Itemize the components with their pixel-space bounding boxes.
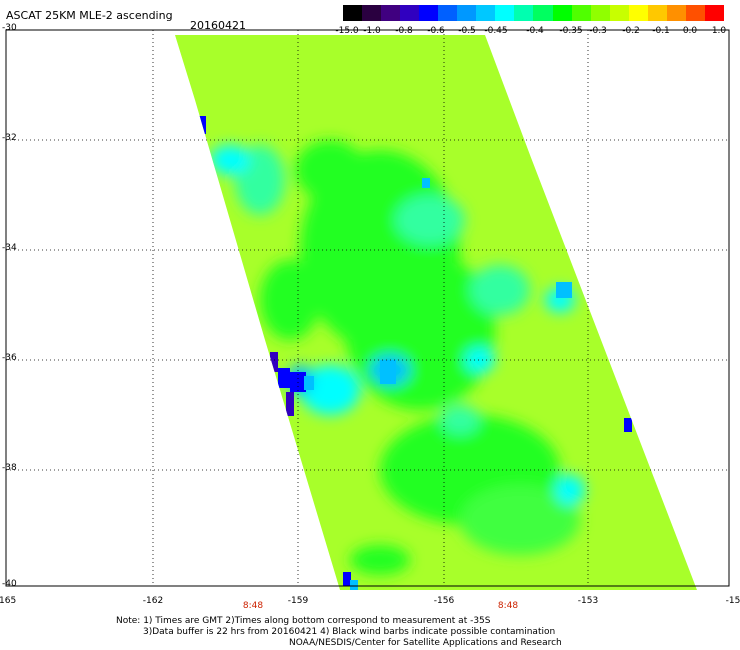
map-frame [5, 29, 730, 587]
map-date: 20160421 [190, 19, 246, 32]
colorbar [343, 5, 724, 21]
colorbar-swatch [552, 5, 572, 21]
wind-blob [295, 140, 365, 200]
longitude-label: -162 [142, 596, 164, 606]
colorbar-swatch [362, 5, 382, 21]
wind-pixel [198, 116, 206, 134]
colorbar-swatch [628, 5, 648, 21]
wind-blob [465, 347, 495, 373]
colorbar-swatch [457, 5, 477, 21]
colorbar-label: 1.0 [711, 26, 727, 36]
colorbar-swatch [400, 5, 420, 21]
colorbar-swatch [343, 5, 363, 21]
note-line-1: Note: 1) Times are GMT 2)Times along bot… [116, 616, 491, 626]
wind-blob [345, 250, 495, 410]
wind-pixel [270, 352, 278, 372]
colorbar-label: -0.1 [652, 26, 670, 36]
wind-pixel [556, 282, 572, 298]
colorbar-swatch [685, 5, 705, 21]
colorbar-swatch [609, 5, 629, 21]
wind-blob [395, 195, 465, 245]
colorbar-label: -0.4 [526, 26, 544, 36]
wind-blob [260, 260, 320, 340]
wind-pixel [380, 360, 396, 384]
colorbar-swatch [419, 5, 439, 21]
colorbar-label: 0.0 [682, 26, 698, 36]
map-title: ASCAT 25KM MLE-2 ascending [6, 9, 173, 22]
lat-lon-grid [6, 30, 729, 586]
wind-swath [175, 35, 697, 590]
latitude-label: -38 [2, 463, 17, 473]
colorbar-label: -0.3 [589, 26, 607, 36]
colorbar-label: -0.35 [559, 26, 583, 36]
latitude-label: -32 [2, 133, 17, 143]
colorbar-label: -0.6 [427, 26, 445, 36]
latitude-label: -30 [2, 23, 17, 33]
colorbar-swatch [495, 5, 515, 21]
colorbar-swatch [666, 5, 686, 21]
longitude-label: -159 [287, 596, 309, 606]
colorbar-swatch [438, 5, 458, 21]
colorbar-swatch [514, 5, 534, 21]
wind-blob [460, 485, 580, 555]
longitude-label: -15 [725, 596, 740, 606]
time-label: 8:48 [242, 601, 264, 611]
longitude-label: -153 [577, 596, 599, 606]
colorbar-swatch [533, 5, 553, 21]
wind-blob [440, 405, 480, 435]
note-line-3: NOAA/NESDIS/Center for Satellite Applica… [289, 638, 562, 648]
wind-pixel [422, 178, 430, 188]
wind-blob [300, 365, 360, 415]
latitude-label: -34 [2, 243, 17, 253]
colorbar-swatch [571, 5, 591, 21]
colorbar-swatch [647, 5, 667, 21]
colorbar-swatch [704, 5, 724, 21]
wind-pixel [286, 392, 294, 416]
colorbar-label: -0.45 [484, 26, 508, 36]
colorbar-label: -0.2 [622, 26, 640, 36]
longitude-label: -165 [0, 596, 17, 606]
latitude-label: -40 [2, 579, 17, 589]
wind-pixel [624, 418, 632, 432]
wind-pixel [278, 368, 290, 388]
time-label: 8:48 [497, 601, 519, 611]
wind-blob [350, 545, 410, 575]
colorbar-swatch [476, 5, 496, 21]
wind-pixel [304, 376, 314, 390]
colorbar-label: -0.8 [395, 26, 413, 36]
wind-pixel [350, 580, 358, 590]
colorbar-swatch [590, 5, 610, 21]
colorbar-swatch [381, 5, 401, 21]
colorbar-label: -1.0 [363, 26, 381, 36]
colorbar-label: -0.5 [458, 26, 476, 36]
wind-blob [470, 265, 530, 315]
latitude-label: -36 [2, 353, 17, 363]
wind-blob [555, 475, 585, 505]
note-line-2: 3)Data buffer is 22 hrs from 20160421 4)… [143, 627, 556, 637]
wind-pixel [343, 572, 351, 586]
longitude-label: -156 [433, 596, 455, 606]
colorbar-label: -15.0 [335, 26, 359, 36]
wind-blob [210, 145, 250, 175]
